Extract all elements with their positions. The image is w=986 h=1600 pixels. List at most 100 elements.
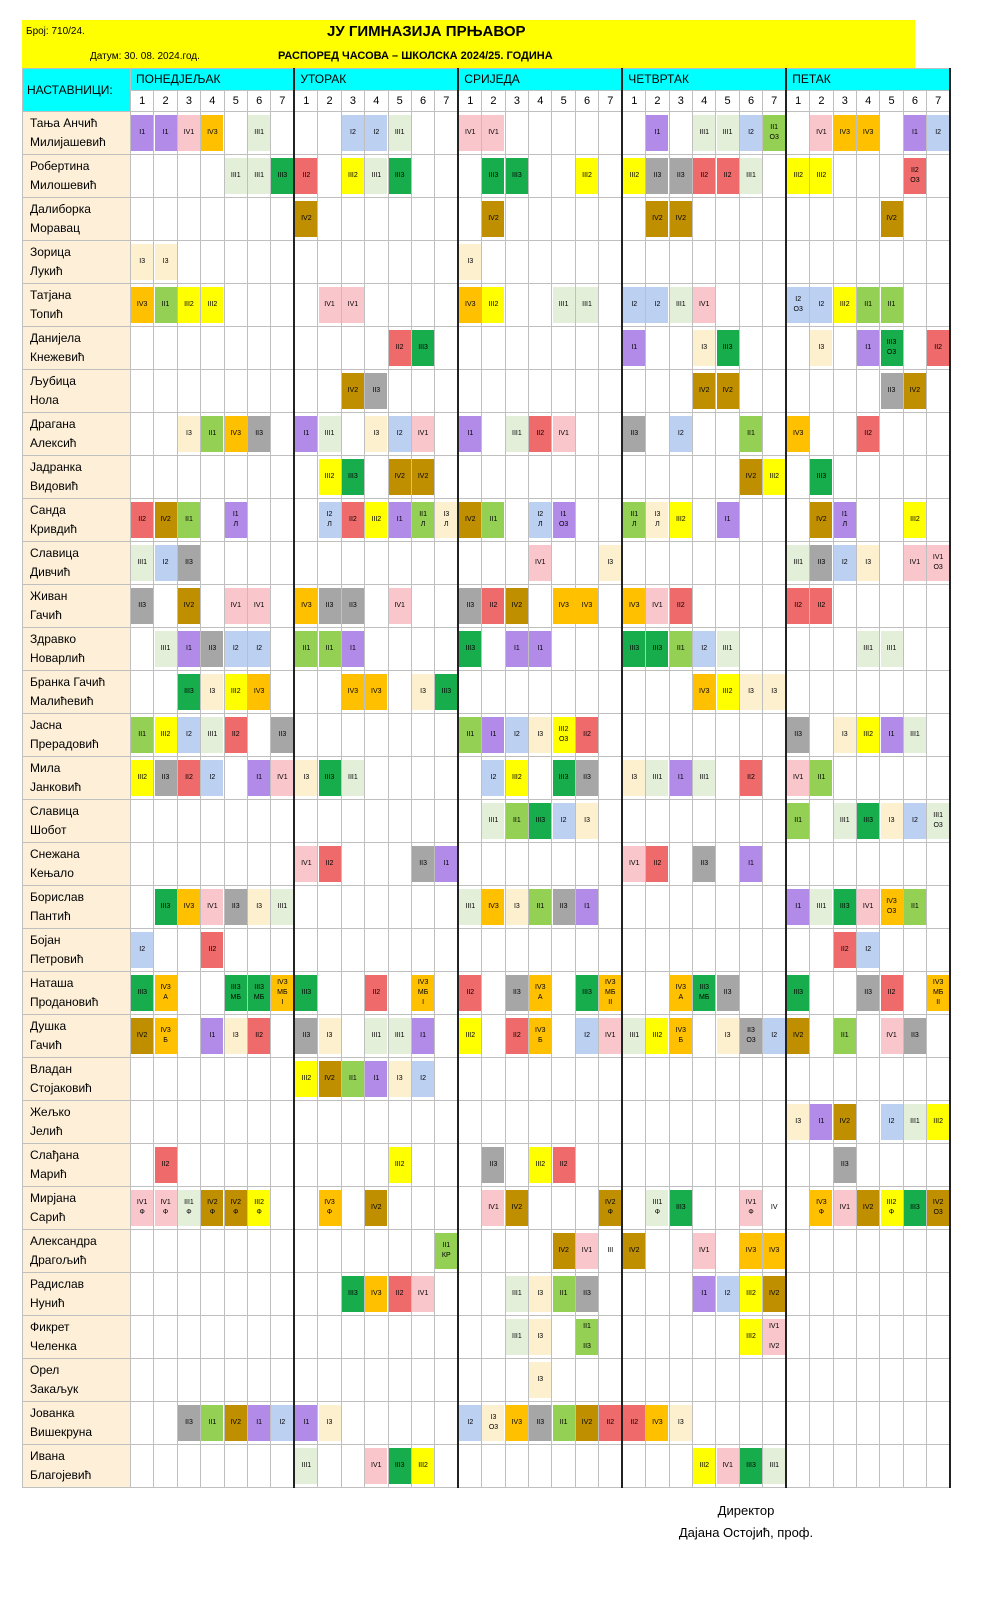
teacher-row: Наташа Продановић III3 IV3 A III3 MБ III3 MБ I… [22, 971, 952, 1015]
schedule-cell [738, 1358, 764, 1402]
schedule-cell: III3 [387, 154, 412, 198]
class-block: II3 [834, 1147, 856, 1183]
class-label: IV1 [207, 903, 218, 910]
class-label: III1 [512, 1290, 522, 1297]
schedule-cell [621, 455, 647, 499]
class-block: II1 [178, 502, 200, 538]
class-label: IV3 [628, 602, 640, 609]
schedule-cell [176, 1358, 202, 1402]
schedule-cell [574, 326, 600, 370]
class-block: I3 [201, 674, 224, 710]
teacher-last-name: Продановић [30, 995, 99, 1009]
schedule-cell [598, 842, 624, 886]
class-label: II3 [278, 731, 287, 738]
teacher-row: Владан Стојаковић III2 IV2 II1 I1 I3 I2 [22, 1057, 952, 1101]
schedule-cell [457, 670, 483, 714]
class-block: IV2 [787, 1018, 809, 1054]
class-label: IV1 [535, 559, 546, 566]
schedule-cell: II2 [668, 584, 694, 628]
teacher-row: Санда Кривдић II2 IV2 II1 I1 Л I2 Л II2 III2 I1 II… [22, 498, 952, 542]
class-block: III1 [482, 803, 505, 839]
class-block: IV2 [482, 201, 505, 237]
class-label: IV3 [862, 129, 874, 136]
class-label: III [607, 1247, 614, 1254]
schedule-cell: III3 [832, 885, 857, 929]
class-label: II3 [676, 172, 685, 179]
teacher-name: Мила Јанковић [22, 756, 131, 800]
class-block: I1 Л [225, 502, 247, 538]
schedule-cell: III2 [902, 498, 928, 542]
class-block: I3 [506, 889, 528, 925]
schedule-cell [855, 1143, 881, 1187]
schedule-cell [668, 1100, 694, 1144]
schedule-cell [762, 154, 788, 198]
schedule-cell: IV3 A [153, 971, 178, 1015]
hour-number: 2 [317, 89, 342, 112]
class-block: I3 [459, 244, 481, 280]
schedule-cell [317, 240, 342, 284]
class-label: IV1 [371, 1462, 382, 1469]
class-label: I1 [865, 344, 872, 351]
class-label: IV3 MБ II [932, 979, 944, 1006]
schedule-cell: I3 [528, 1358, 553, 1402]
schedule-cell [129, 1272, 155, 1316]
schedule-cell: IV1 [645, 584, 670, 628]
class-label: III3 [582, 989, 592, 996]
schedule-cell: IV2 [715, 369, 740, 413]
schedule-cell: II3 [129, 584, 155, 628]
schedule-cell: II1 Л [621, 498, 647, 542]
schedule-cell: III2 [738, 1272, 764, 1316]
schedule-cell: II3 [855, 971, 881, 1015]
class-label: II1 [559, 1290, 568, 1297]
schedule-cell: IV1 [457, 111, 483, 155]
schedule-cell [153, 1358, 178, 1402]
schedule-cell: IV2 [574, 1401, 600, 1445]
schedule-cell: IV1 [785, 756, 811, 800]
schedule-cell [129, 1229, 155, 1273]
class-label: II3 [840, 1161, 849, 1168]
class-block: III1 [857, 631, 879, 667]
class-block: I3 [623, 760, 645, 796]
schedule-cell: II3 [645, 154, 670, 198]
schedule-cell [129, 670, 155, 714]
schedule-cell [762, 541, 788, 585]
schedule-cell: IV3 [457, 283, 483, 327]
schedule-cell: III3 [809, 455, 834, 499]
schedule-cell: III1 [293, 1444, 319, 1488]
class-label: II3 O3 [746, 1027, 756, 1044]
schedule-cell: IV2 [809, 498, 834, 542]
teacher-last-name: Милијашевић [30, 135, 106, 149]
schedule-cell [364, 1358, 389, 1402]
schedule-cell [715, 799, 740, 843]
class-block: IV3 [459, 287, 481, 323]
class-block: III1 [342, 760, 364, 796]
teacher-last-name: Шобот [30, 823, 67, 837]
class-label: IV3 [581, 602, 593, 609]
schedule-cell [668, 541, 694, 585]
schedule-cell [598, 670, 624, 714]
schedule-cell [902, 1057, 928, 1101]
class-block: III3 [178, 674, 200, 710]
class-label: III3 [488, 172, 499, 179]
schedule-cell [317, 885, 342, 929]
teacher-first-name: Снежана [30, 847, 80, 861]
schedule-cell [785, 240, 811, 284]
schedule-cell [902, 842, 928, 886]
class-label: II1 [208, 430, 217, 437]
class-label: II2 [887, 989, 896, 996]
class-label: I1 [631, 344, 638, 351]
class-label: IV2 Ф [604, 1199, 616, 1216]
schedule-cell [668, 326, 694, 370]
class-block: IV1 Ф [740, 1190, 762, 1226]
class-block: I2 Л [318, 502, 341, 538]
schedule-cell: III3 [293, 971, 319, 1015]
class-block: I3 [693, 330, 715, 366]
class-block: IV1 [693, 1233, 715, 1269]
class-label: IV3 Б [160, 1027, 171, 1044]
class-block: II3 [178, 1405, 200, 1441]
schedule-cell: III2 [317, 455, 342, 499]
schedule-cell [598, 498, 624, 542]
teacher-last-name: Милошевић [30, 178, 97, 192]
class-block: I2 [271, 1405, 293, 1441]
class-block: III3 MБ [225, 975, 247, 1011]
